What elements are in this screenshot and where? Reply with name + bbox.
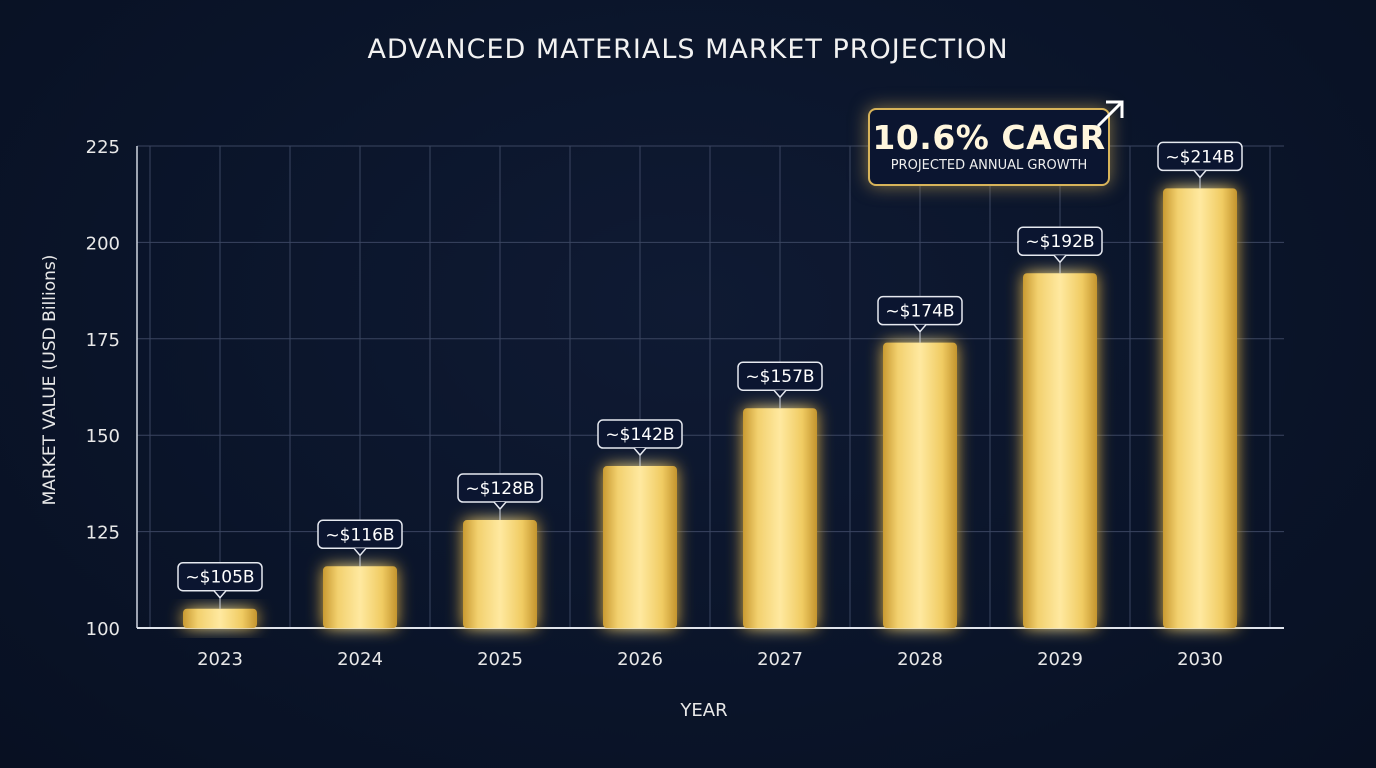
data-label: ~$214B [1165,147,1234,167]
data-label-pointer-tip [1193,169,1207,179]
y-axis-label: MARKET VALUE (USD Billions) [40,254,60,506]
bar [323,566,397,628]
x-tick-label: 2026 [617,649,663,670]
x-tick-label: 2025 [477,649,523,670]
chart-title: ADVANCED MATERIALS MARKET PROJECTION [367,34,1009,65]
y-tick-label: 200 [86,233,120,254]
cagr-subtitle: PROJECTED ANNUAL GROWTH [890,158,1088,173]
y-tick-label: 125 [86,523,120,544]
x-tick-label: 2024 [337,649,383,670]
data-label-pointer-tip [493,501,507,511]
data-label: ~$142B [605,425,674,445]
x-tick-label: 2030 [1177,649,1223,670]
x-tick-label: 2028 [897,649,943,670]
y-tick-label: 225 [86,137,120,158]
y-tick-label: 150 [86,426,120,447]
x-axis-label: YEAR [680,700,728,721]
data-label: ~$157B [745,367,814,387]
y-tick-label: 100 [86,619,120,640]
bar [1163,188,1237,628]
data-label: ~$116B [325,525,394,545]
data-label-pointer-tip [773,389,787,399]
data-label-pointer-tip [913,324,927,333]
cagr-value: 10.6% CAGR [872,118,1106,157]
y-tick-label: 175 [86,330,120,351]
data-label-pointer-tip [633,447,647,457]
bar [463,520,537,628]
data-label-pointer-tip [213,590,227,599]
growth-arrow-icon [1096,100,1124,128]
bar [883,342,957,628]
data-label: ~$174B [885,302,954,322]
data-label: ~$192B [1025,232,1094,252]
x-tick-label: 2027 [757,649,803,670]
bar [1023,273,1097,628]
bar [603,466,677,628]
bar [183,608,257,628]
data-label: ~$105B [185,568,254,588]
data-label-pointer-tip [1053,254,1067,264]
x-tick-label: 2029 [1037,649,1083,670]
data-label-pointer-tip [353,547,367,557]
cagr-callout: 10.6% CAGR PROJECTED ANNUAL GROWTH [868,108,1110,186]
x-tick-label: 2023 [197,649,243,670]
data-label: ~$128B [465,479,534,499]
bar [743,408,817,628]
